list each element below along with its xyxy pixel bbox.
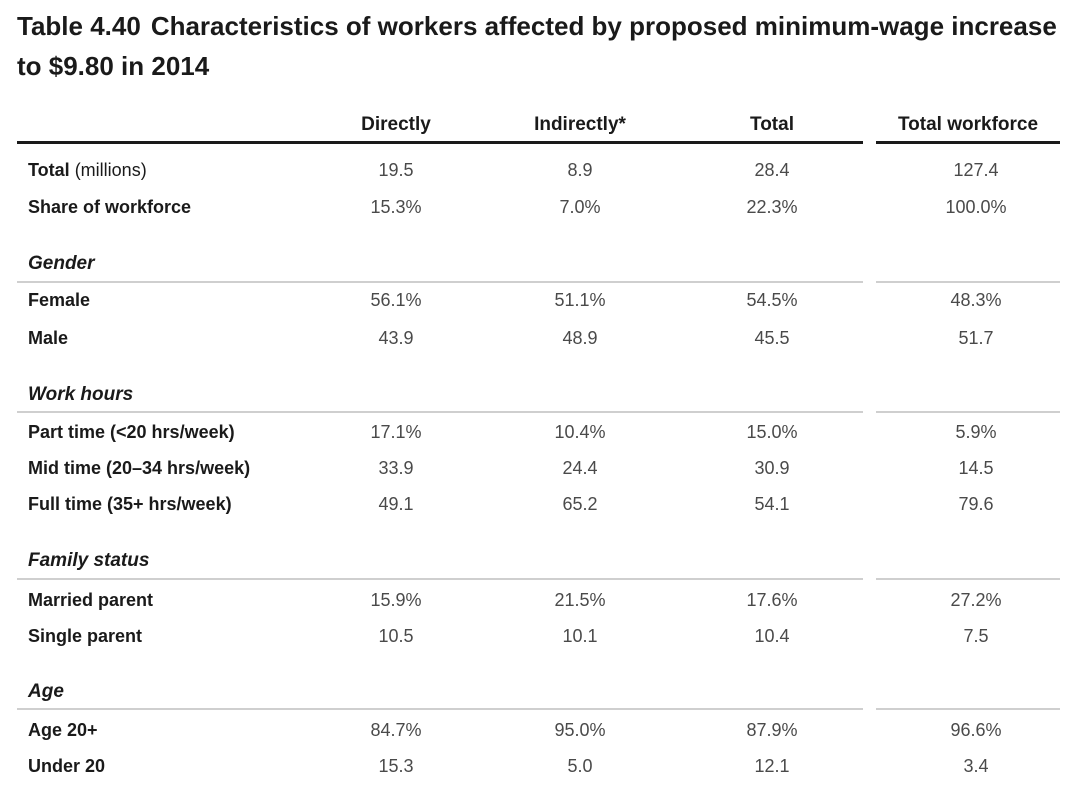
- table-row: Mid time (20–34 hrs/week) 33.9 24.4 30.9…: [0, 456, 1080, 486]
- cell-directly: 15.3%: [370, 197, 422, 217]
- row-label: Part time (<20 hrs/week): [28, 422, 235, 442]
- row-label: Share of workforce: [28, 197, 192, 217]
- column-header-total: Total: [750, 114, 794, 135]
- row-label: Married parent: [28, 590, 154, 610]
- table-row: Age 20+ 84.7% 95.0% 87.9% 96.6%: [0, 718, 1080, 748]
- cell-directly: 10.5: [378, 626, 414, 646]
- table-title-text: Characteristics of workers affected by p…: [17, 11, 1057, 81]
- cell-total-workforce: 7.5: [963, 626, 989, 646]
- cell-total-workforce: 100.0%: [945, 197, 1007, 217]
- section-rule: [876, 281, 1060, 283]
- section-heading-gender: Gender: [28, 253, 95, 274]
- table-row: Married parent 15.9% 21.5% 17.6% 27.2%: [0, 588, 1080, 618]
- cell-total: 87.9%: [746, 720, 798, 740]
- column-header-indirectly: Indirectly*: [534, 114, 626, 135]
- section-rule: [876, 411, 1060, 413]
- table-row: Under 20 15.3 5.0 12.1 3.4: [0, 754, 1080, 784]
- cell-indirectly: 51.1%: [554, 290, 606, 310]
- cell-indirectly: 24.4: [562, 458, 598, 478]
- cell-directly: 17.1%: [370, 422, 422, 442]
- cell-indirectly: 65.2: [562, 494, 598, 514]
- cell-total-workforce: 14.5: [958, 458, 994, 478]
- cell-total: 22.3%: [746, 197, 798, 217]
- table-row: Full time (35+ hrs/week) 49.1 65.2 54.1 …: [0, 492, 1080, 522]
- row-label: Female: [28, 290, 91, 310]
- table-title: Table 4.40 Characteristics of workers aff…: [17, 6, 1067, 86]
- cell-total: 15.0%: [746, 422, 798, 442]
- cell-total: 54.5%: [746, 290, 798, 310]
- cell-indirectly: 95.0%: [554, 720, 606, 740]
- table-number: Table 4.40: [17, 11, 141, 41]
- row-label: Single parent: [28, 626, 143, 646]
- row-label: Mid time (20–34 hrs/week): [28, 458, 251, 478]
- section-rule: [17, 411, 863, 413]
- row-label: Under 20: [28, 756, 106, 776]
- cell-indirectly: 10.1: [562, 626, 598, 646]
- table-row: Female 56.1% 51.1% 54.5% 48.3%: [0, 288, 1080, 318]
- cell-total-workforce: 79.6: [958, 494, 994, 514]
- section-heading-family-status: Family status: [28, 550, 150, 571]
- row-label: Full time (35+ hrs/week): [28, 494, 232, 514]
- cell-directly: 19.5: [378, 160, 414, 180]
- cell-indirectly: 48.9: [562, 328, 598, 348]
- section-rule: [17, 578, 863, 580]
- cell-total-workforce: 127.4: [953, 160, 999, 180]
- row-label: Male: [28, 328, 69, 348]
- cell-directly: 15.9%: [370, 590, 422, 610]
- section-heading-work-hours: Work hours: [28, 384, 134, 405]
- table-row: Part time (<20 hrs/week) 17.1% 10.4% 15.…: [0, 420, 1080, 450]
- cell-indirectly: 5.0: [567, 756, 593, 776]
- cell-total: 45.5: [754, 328, 790, 348]
- section-heading-age: Age: [28, 681, 64, 702]
- row-unit: (millions): [74, 160, 147, 180]
- cell-total: 17.6%: [746, 590, 798, 610]
- cell-indirectly: 7.0%: [559, 197, 601, 217]
- cell-indirectly: 10.4%: [554, 422, 606, 442]
- cell-total-workforce: 96.6%: [950, 720, 1002, 740]
- cell-total-workforce: 51.7: [958, 328, 994, 348]
- cell-total-workforce: 27.2%: [950, 590, 1002, 610]
- section-rule: [876, 578, 1060, 580]
- cell-directly: 84.7%: [370, 720, 422, 740]
- row-label: Total (millions): [28, 160, 147, 180]
- cell-directly: 49.1: [378, 494, 414, 514]
- column-header-directly: Directly: [361, 114, 431, 135]
- cell-directly: 33.9: [378, 458, 414, 478]
- cell-total-workforce: 48.3%: [950, 290, 1002, 310]
- section-rule: [876, 708, 1060, 710]
- cell-total: 54.1: [754, 494, 790, 514]
- header-rule-main: [17, 141, 863, 144]
- table-row: Single parent 10.5 10.1 10.4 7.5: [0, 624, 1080, 654]
- row-label: Age 20+: [28, 720, 98, 740]
- cell-directly: 56.1%: [370, 290, 422, 310]
- cell-total-workforce: 3.4: [963, 756, 989, 776]
- cell-directly: 15.3: [378, 756, 414, 776]
- section-rule: [17, 281, 863, 283]
- section-rule: [17, 708, 863, 710]
- cell-total: 10.4: [754, 626, 790, 646]
- table-row: Total (millions) 19.5 8.9 28.4 127.4: [0, 158, 1080, 188]
- cell-indirectly: 8.9: [567, 160, 593, 180]
- cell-directly: 43.9: [378, 328, 414, 348]
- cell-indirectly: 21.5%: [554, 590, 606, 610]
- cell-total: 28.4: [754, 160, 790, 180]
- cell-total: 30.9: [754, 458, 790, 478]
- column-header-total-workforce: Total workforce: [897, 114, 1039, 135]
- table-row: Male 43.9 48.9 45.5 51.7: [0, 326, 1080, 356]
- cell-total: 12.1: [754, 756, 790, 776]
- table-row: Share of workforce 15.3% 7.0% 22.3% 100.…: [0, 195, 1080, 225]
- cell-total-workforce: 5.9%: [955, 422, 997, 442]
- header-rule-workforce: [876, 141, 1060, 144]
